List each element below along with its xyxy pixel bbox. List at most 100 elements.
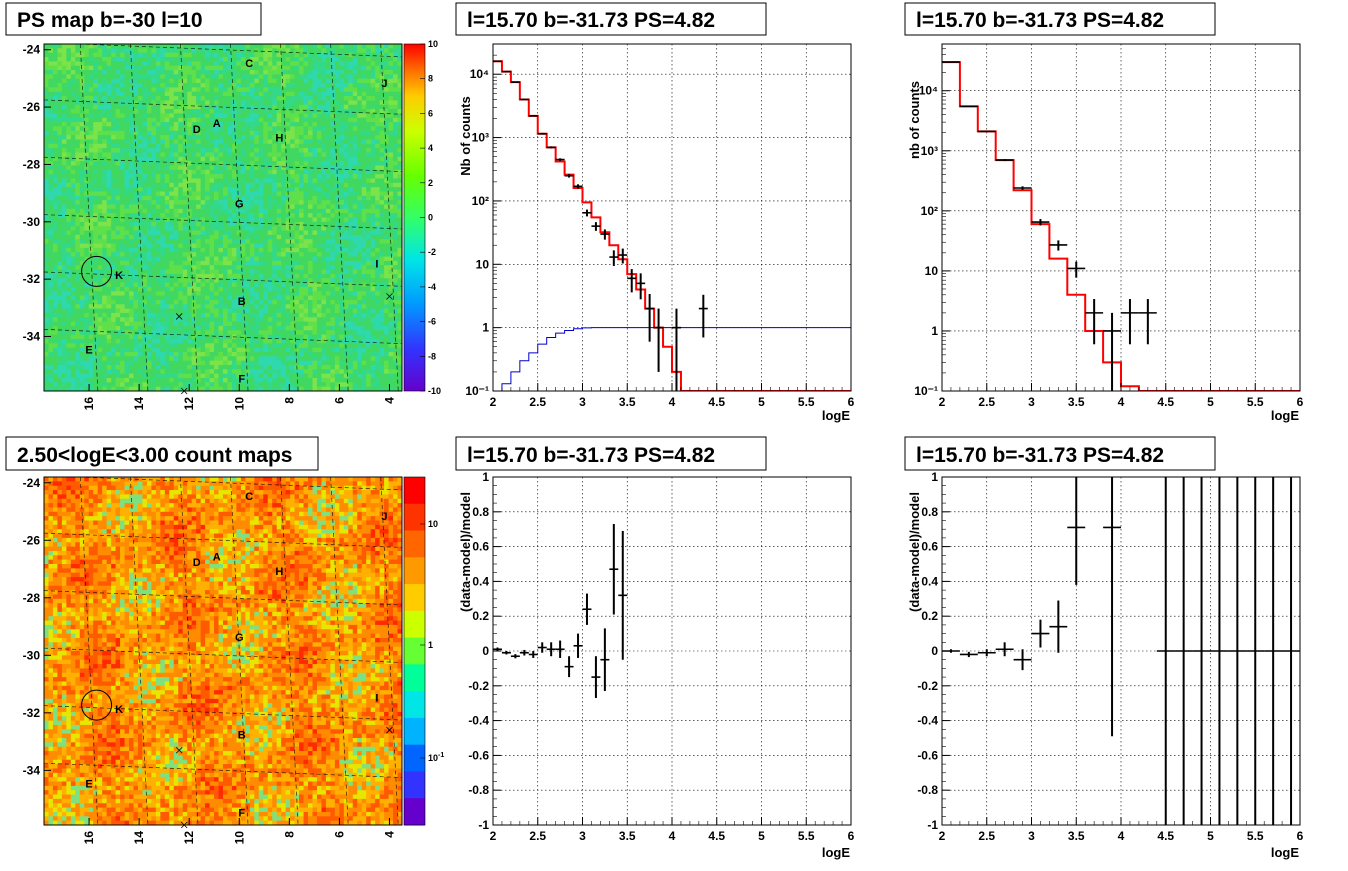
map-pixel (263, 308, 269, 314)
map-pixel (178, 161, 184, 166)
map-pixel (312, 221, 318, 227)
map-pixel (231, 200, 237, 205)
map-pixel (231, 291, 237, 296)
map-pixel (88, 347, 94, 353)
map-pixel (214, 269, 219, 275)
map-pixel (75, 61, 81, 67)
map-pixel (61, 291, 67, 296)
map-pixel (44, 312, 49, 318)
map-pixel (44, 139, 49, 145)
map-pixel (133, 61, 139, 67)
map-pixel (70, 143, 76, 149)
map-pixel (290, 321, 296, 327)
map-pixel (285, 217, 291, 223)
map-pixel (308, 61, 313, 67)
map-pixel (75, 299, 81, 305)
map-pixel (231, 338, 237, 344)
map-pixel (209, 239, 215, 244)
map-pixel (240, 386, 246, 391)
map-pixel (258, 221, 264, 227)
map-pixel (308, 226, 313, 231)
map-pixel (205, 96, 210, 101)
map-pixel (281, 312, 287, 318)
map-pixel (209, 364, 215, 370)
map-pixel (97, 208, 103, 214)
map-pixel (236, 152, 242, 158)
map-pixel (205, 299, 210, 305)
map-pixel (267, 200, 273, 205)
map-pixel (93, 356, 99, 362)
map-pixel (106, 286, 112, 292)
map-pixel (187, 70, 193, 75)
map-pixel (75, 78, 81, 84)
map-pixel (142, 126, 148, 132)
map-pixel (254, 113, 260, 119)
map-pixel (182, 91, 188, 97)
map-pixel (84, 113, 90, 119)
map-pixel (200, 382, 206, 388)
map-pixel (223, 282, 228, 288)
map-pixel (66, 83, 72, 88)
map-pixel (97, 317, 103, 322)
map-pixel (160, 234, 166, 240)
map-pixel (236, 91, 242, 97)
map-pixel (254, 321, 260, 327)
map-pixel (294, 200, 300, 205)
map-pixel (97, 52, 103, 58)
map-pixel (160, 187, 166, 192)
map-pixel (115, 308, 121, 314)
map-pixel (52, 143, 58, 149)
map-pixel (57, 269, 63, 275)
map-pixel (187, 247, 193, 253)
map-pixel (52, 87, 58, 93)
map-pixel (196, 299, 202, 305)
map-pixel (106, 347, 112, 353)
map-pixel (88, 70, 94, 75)
map-pixel (115, 252, 121, 257)
map-pixel (312, 369, 318, 375)
map-pixel (61, 113, 67, 119)
map-pixel (205, 369, 210, 375)
map-pixel (79, 256, 85, 262)
map-pixel (111, 113, 117, 119)
map-pixel (52, 195, 58, 201)
map-pixel (151, 325, 157, 331)
map-pixel (196, 243, 202, 249)
map-pixel (236, 74, 242, 80)
map-pixel (151, 65, 157, 71)
map-pixel (214, 360, 219, 366)
map-pixel (84, 308, 90, 314)
map-pixel (299, 239, 304, 244)
map-pixel (97, 269, 103, 275)
map-pixel (187, 325, 193, 331)
map-pixel (245, 143, 251, 149)
map-pixel (124, 286, 130, 292)
map-pixel (303, 213, 309, 218)
map-pixel (106, 291, 112, 296)
map-pixel (231, 174, 237, 179)
map-pixel (178, 269, 184, 275)
map-pixel (200, 377, 206, 383)
map-pixel (115, 364, 121, 370)
map-pixel (254, 195, 260, 201)
map-pixel (88, 304, 94, 309)
map-pixel (178, 57, 184, 62)
map-pixel (281, 143, 287, 149)
map-pixel (164, 252, 170, 257)
map-pixel (267, 208, 273, 214)
map-pixel (102, 57, 108, 62)
map-pixel (93, 278, 99, 283)
map-pixel (70, 226, 76, 231)
map-pixel (205, 278, 210, 283)
map-pixel (70, 265, 76, 270)
map-pixel (214, 221, 219, 227)
map-pixel (290, 265, 296, 270)
map-pixel (267, 282, 273, 288)
map-pixel (294, 239, 300, 244)
map-pixel (209, 230, 215, 236)
map-pixel (169, 286, 175, 292)
map-pixel (93, 113, 99, 119)
map-pixel (129, 347, 134, 353)
map-pixel (303, 247, 309, 253)
map-pixel (312, 161, 318, 166)
